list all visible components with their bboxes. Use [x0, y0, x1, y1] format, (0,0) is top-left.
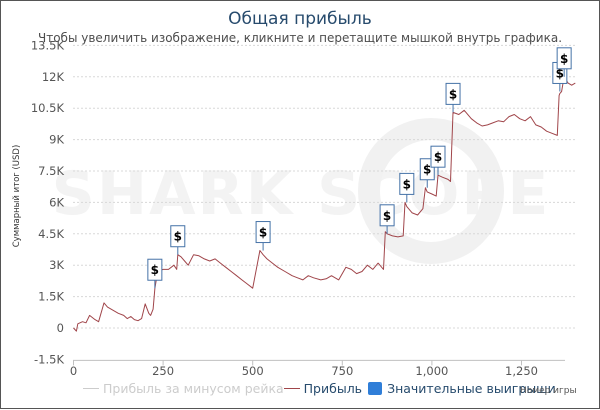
legend: Прибыль за минусом рейка Прибыль Значите… — [83, 381, 556, 396]
dollar-icon: $ — [383, 209, 391, 223]
dollar-icon: $ — [403, 177, 411, 191]
dollar-icon: $ — [560, 52, 568, 66]
dollar-icon: $ — [449, 87, 457, 101]
legend-item-profit[interactable]: Прибыль — [283, 381, 363, 396]
dollar-icon: $ — [434, 150, 442, 164]
x-tick-label: 250 — [152, 364, 174, 378]
y-tick-label: 7.5K — [38, 164, 64, 178]
legend-item-big-wins[interactable]: Значительные выигрыши — [368, 381, 556, 396]
y-tick-label: 10.5K — [31, 101, 65, 115]
chart-subtitle: Чтобы увеличить изображение, кликните и … — [37, 31, 563, 45]
big-win-flag[interactable] — [147, 258, 163, 281]
big-win-flag[interactable] — [556, 47, 572, 70]
big-win-flag[interactable] — [445, 82, 461, 105]
legend-square-icon — [368, 382, 383, 395]
y-tick-label: -1.5K — [34, 352, 64, 366]
y-tick-label: 3K — [49, 258, 64, 272]
dollar-icon: $ — [151, 263, 159, 277]
big-win-flag[interactable] — [430, 145, 446, 168]
legend-line-icon — [83, 388, 99, 389]
big-win-flag[interactable] — [255, 221, 271, 244]
dollar-icon: $ — [259, 226, 267, 240]
y-tick-label: 4.5K — [38, 227, 64, 241]
legend-label: Значительные выигрыши — [387, 381, 556, 396]
x-tick-label: 500 — [242, 364, 264, 378]
x-tick-label: 1,000 — [415, 364, 448, 378]
x-tick-label: 750 — [331, 364, 353, 378]
y-tick-label: 9K — [49, 133, 64, 147]
dollar-icon: $ — [423, 163, 431, 177]
x-axis-label: Номер игры — [520, 386, 577, 396]
chart-title: Общая прибыль — [228, 9, 372, 29]
big-win-flag[interactable] — [379, 204, 395, 227]
legend-label: Прибыль за минусом рейка — [103, 381, 284, 396]
watermark-circle-icon — [358, 118, 504, 264]
y-tick-label: 6K — [49, 195, 64, 209]
y-tick-label: 0 — [57, 321, 64, 335]
x-tick-label: 0 — [70, 364, 77, 378]
y-tick-label: 13.5K — [31, 38, 65, 52]
dollar-icon: $ — [174, 230, 182, 244]
y-tick-label: 12K — [42, 70, 65, 84]
dollar-icon: $ — [556, 66, 564, 80]
profit-line[interactable] — [73, 76, 576, 332]
big-win-flag[interactable] — [170, 225, 186, 248]
y-tick-label: 1.5K — [38, 290, 64, 304]
legend-item-profit-minus-rake[interactable]: Прибыль за минусом рейка — [83, 381, 284, 396]
big-win-flag[interactable] — [399, 172, 415, 195]
legend-line-icon — [283, 388, 300, 389]
legend-label: Прибыль — [303, 381, 363, 396]
x-tick-label: 1,250 — [505, 364, 538, 378]
